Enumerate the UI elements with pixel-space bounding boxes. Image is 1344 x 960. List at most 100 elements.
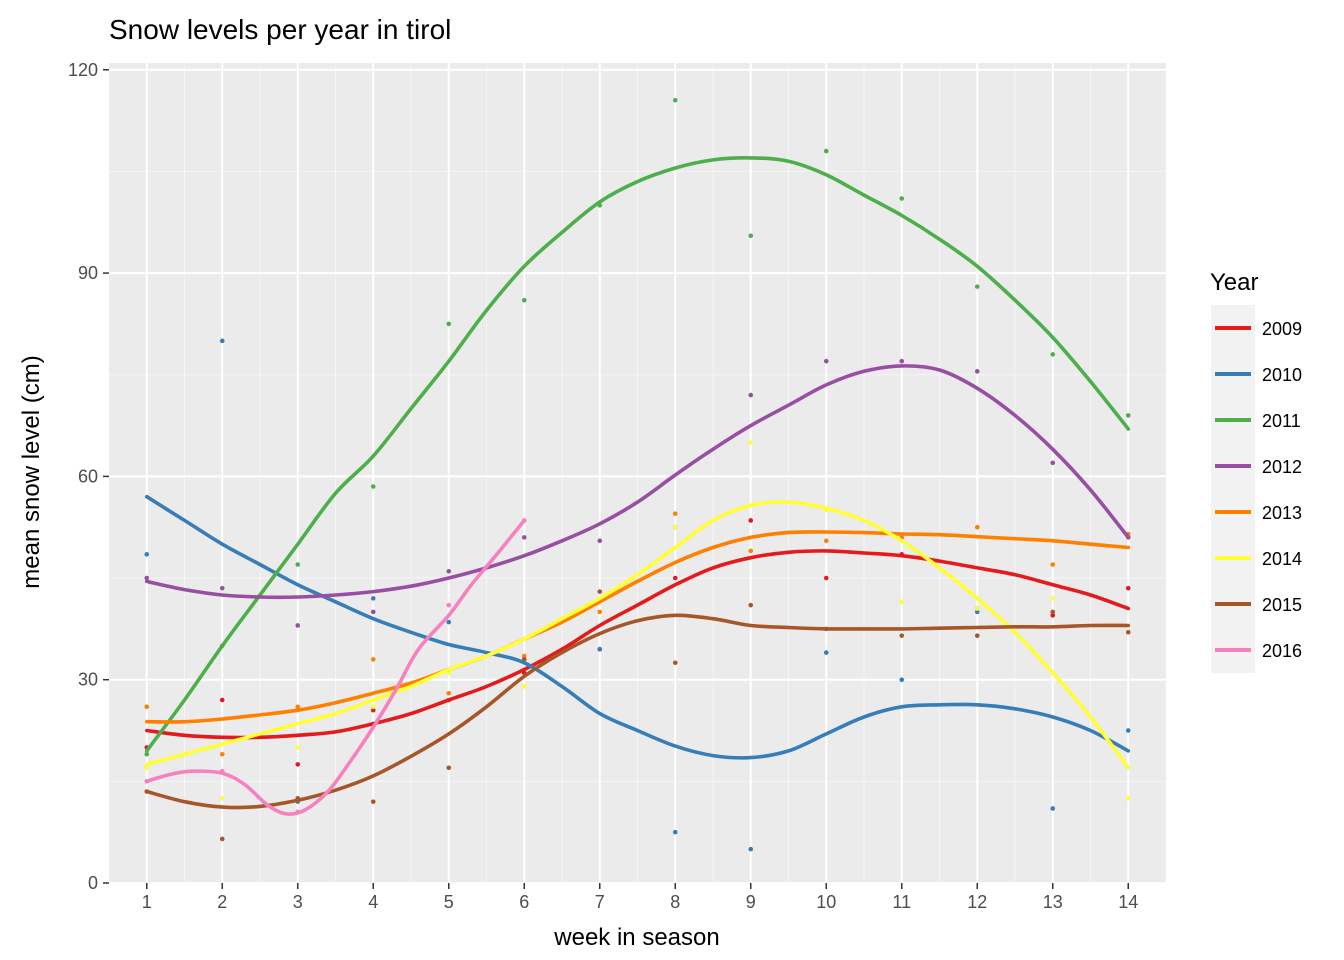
series-line-2011: [145, 156, 1131, 753]
x-axis: 1 2 3 4 5 6 7 8 9 10 11 12 13 14: [142, 883, 1138, 912]
data-point-2010: [748, 846, 754, 852]
smoothed-lines: [145, 156, 1131, 816]
series-line-2014: [145, 500, 1131, 770]
data-point-2011: [446, 321, 452, 327]
x-tick-label: 14: [1118, 892, 1138, 912]
x-tick-label: 3: [293, 892, 303, 912]
data-point-2011: [974, 284, 980, 289]
chart-title: Snow levels per year in tirol: [109, 14, 451, 45]
series-line-2010: [145, 494, 1131, 760]
data-point-2013: [672, 511, 678, 516]
data-point-2012: [899, 358, 905, 364]
data-point-2015: [1050, 609, 1056, 615]
data-point-2014: [748, 440, 754, 445]
legend-title: Year: [1210, 269, 1259, 296]
data-point-2012: [1050, 460, 1056, 466]
data-point-2011: [899, 196, 905, 201]
data-point-2010: [144, 552, 150, 557]
data-point-2015: [219, 836, 225, 842]
x-tick-label: 7: [595, 892, 605, 912]
data-point-2011: [823, 148, 829, 154]
x-tick-label: 6: [519, 892, 529, 912]
data-point-2010: [672, 829, 678, 835]
data-point-2009: [295, 762, 301, 767]
data-point-2015: [597, 589, 603, 594]
legend-label-2015: 2015: [1262, 595, 1302, 615]
data-point-2013: [295, 704, 301, 710]
y-tick-label: 0: [88, 873, 98, 893]
data-point-2013: [219, 751, 225, 757]
data-point-2011: [748, 233, 754, 239]
data-point-2009: [1125, 585, 1131, 591]
data-point-2011: [370, 484, 376, 489]
series-line-2012: [145, 364, 1131, 600]
data-point-2010: [823, 650, 829, 655]
data-point-2015: [899, 633, 905, 638]
data-point-2012: [974, 369, 980, 374]
data-points: [144, 97, 1131, 852]
data-point-2014: [899, 599, 905, 605]
data-point-2010: [219, 338, 225, 344]
data-point-2011: [1125, 413, 1131, 418]
data-point-2009: [672, 575, 678, 581]
data-point-2013: [823, 538, 829, 544]
data-point-2015: [672, 660, 678, 666]
legend-label-2013: 2013: [1262, 503, 1302, 523]
data-point-2014: [144, 765, 150, 771]
legend-label-2012: 2012: [1262, 457, 1302, 477]
data-point-2012: [370, 609, 376, 615]
data-point-2011: [672, 97, 678, 103]
series-line-2009: [145, 549, 1131, 740]
x-tick-label: 10: [816, 892, 836, 912]
data-point-2009: [1050, 613, 1056, 618]
data-point-2014: [521, 684, 527, 689]
y-tick-label: 30: [78, 670, 98, 690]
data-point-2010: [446, 619, 452, 625]
legend: Year 2009 2010 2011 2012 2013 2014 2015 2016: [1210, 269, 1302, 673]
data-point-2014: [1050, 596, 1056, 601]
y-tick-label: 120: [68, 60, 98, 80]
legend-label-2014: 2014: [1262, 549, 1302, 569]
data-point-2010: [597, 646, 603, 652]
data-point-2012: [521, 535, 527, 540]
data-point-2014: [295, 745, 301, 750]
x-tick-label: 9: [746, 892, 756, 912]
data-point-2011: [295, 562, 301, 567]
y-tick-label: 60: [78, 466, 98, 486]
data-point-2010: [370, 596, 376, 601]
data-point-2010: [974, 609, 980, 615]
x-tick-label: 12: [967, 892, 987, 912]
data-point-2012: [597, 538, 603, 544]
data-point-2011: [1050, 352, 1056, 357]
data-point-2012: [823, 358, 829, 364]
data-point-2013: [974, 524, 980, 530]
data-point-2014: [672, 524, 678, 530]
x-tick-label: 4: [368, 892, 378, 912]
data-point-2012: [446, 568, 452, 574]
legend-label-2016: 2016: [1262, 641, 1302, 661]
data-point-2013: [370, 657, 376, 662]
data-point-2014: [370, 704, 376, 710]
data-point-2010: [1050, 806, 1056, 811]
y-axis-title: mean snow level (cm): [18, 355, 45, 588]
data-point-2009: [823, 575, 829, 581]
data-point-2013: [446, 690, 452, 696]
data-point-2013: [748, 548, 754, 554]
x-tick-label: 8: [670, 892, 680, 912]
data-point-2012: [144, 575, 150, 581]
grid-minor: [109, 63, 1166, 883]
data-point-2016: [446, 602, 452, 608]
data-point-2009: [370, 707, 376, 713]
data-point-2015: [370, 799, 376, 804]
x-tick-label: 13: [1043, 892, 1063, 912]
data-point-2010: [1125, 728, 1131, 733]
x-tick-label: 11: [892, 892, 911, 912]
data-point-2009: [748, 518, 754, 523]
y-tick-label: 90: [78, 263, 98, 283]
data-point-2012: [748, 392, 754, 398]
data-point-2014: [974, 606, 980, 611]
x-tick-label: 1: [142, 892, 152, 912]
data-point-2013: [1050, 562, 1056, 567]
data-point-2015: [1125, 629, 1131, 635]
data-point-2009: [219, 697, 225, 703]
